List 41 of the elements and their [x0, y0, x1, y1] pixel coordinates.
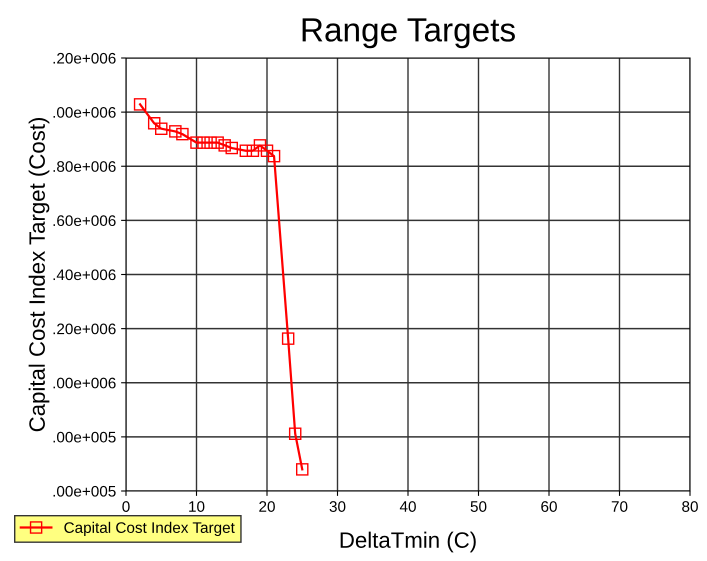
x-tick-label: 70	[612, 501, 628, 512]
x-tick-label: 80	[682, 501, 698, 512]
point	[148, 117, 160, 130]
point	[204, 136, 217, 149]
text: .00e+006	[54, 106, 116, 118]
point	[169, 125, 182, 138]
point	[176, 128, 189, 140]
text: .00e+005	[54, 486, 116, 497]
text: .40e+006	[54, 269, 116, 280]
text: .00e+006	[54, 378, 116, 388]
point	[197, 136, 210, 149]
x-tick-label: 40	[400, 501, 416, 512]
point	[296, 463, 308, 476]
text: .60e+006	[54, 215, 116, 226]
point	[254, 139, 266, 152]
point	[268, 150, 280, 162]
point	[211, 136, 224, 149]
point	[134, 98, 146, 111]
x-tick-label: 20	[259, 501, 275, 512]
point	[288, 428, 302, 440]
x-tick-label: 30	[330, 501, 346, 512]
point	[246, 144, 260, 157]
point	[282, 332, 294, 345]
point	[155, 122, 168, 135]
x-tick-label: 10	[189, 501, 204, 512]
x-tick-label: 0	[122, 501, 130, 512]
point	[218, 139, 231, 152]
x-tick-label: 60	[541, 501, 557, 512]
point	[226, 142, 238, 154]
x-axis-title: DeltaTmin (C)	[340, 532, 476, 552]
text: .20e+006	[54, 52, 116, 64]
point	[240, 144, 252, 157]
legend-label: Capital Cost Index Target	[64, 522, 235, 536]
chart-title: Range Targets	[302, 18, 515, 48]
x-tick-label: 50	[470, 501, 486, 512]
text: .20e+006	[54, 323, 116, 334]
text: .00e+005	[54, 432, 116, 443]
y-axis-title: Capital Cost Index Target (Cost)	[28, 118, 50, 432]
point	[260, 144, 274, 157]
point	[190, 136, 203, 149]
text: .80e+006	[54, 161, 116, 172]
